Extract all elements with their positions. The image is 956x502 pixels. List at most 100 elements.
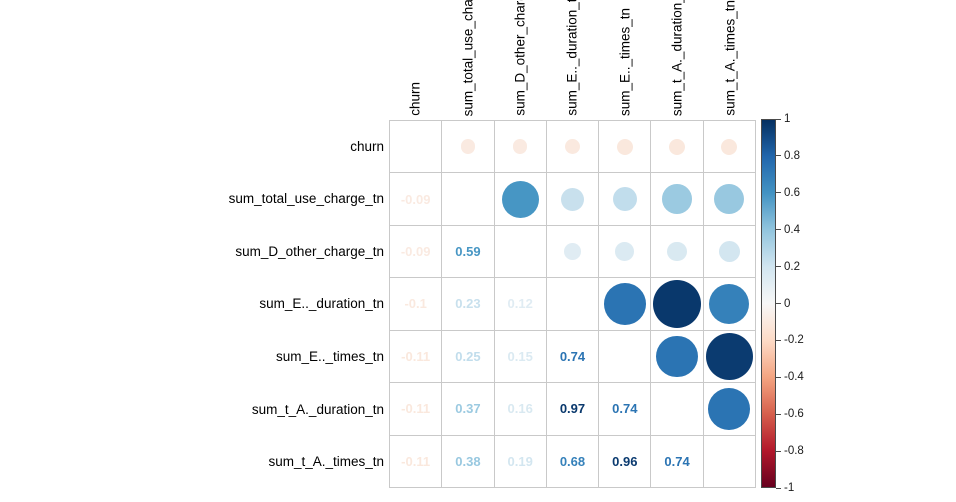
matrix-cell-sum_D_other_charge_tn-sum_t_A._duration_tn	[651, 225, 703, 278]
row-label-sum_E.._times_tn: sum_E.._times_tn	[275, 349, 384, 365]
row-label-sum_t_A._duration_tn: sum_t_A._duration_tn	[251, 401, 384, 417]
column-label-text: sum_E.._times_tn	[617, 7, 633, 116]
colorbar-tick-mark	[776, 303, 781, 304]
colorbar-tick-label: -1	[784, 482, 795, 494]
colorbar-tick-label: 0.8	[784, 149, 800, 162]
matrix-cell-sum_t_A._duration_tn-sum_E.._times_tn: 0.74	[599, 383, 651, 435]
matrix-cell-churn-sum_E.._duration_tn	[546, 121, 599, 173]
colorbar-tick-mark	[776, 487, 781, 489]
colorbar-tick-mark	[776, 266, 781, 268]
correlation-value: 0.97	[559, 401, 586, 417]
colorbar-tick-label: -0.2	[784, 334, 804, 347]
row-label-sum_E.._duration_tn: sum_E.._duration_tn	[259, 296, 384, 312]
correlation-circle	[616, 138, 633, 155]
matrix-cell-sum_t_A._times_tn-sum_D_other_charge_tn: 0.19	[494, 435, 546, 487]
column-label-text: sum_E.._duration_tn	[564, 0, 580, 116]
correlation-value: 0.19	[507, 453, 533, 469]
matrix-cell-sum_E.._times_tn-sum_E.._times_tn	[599, 330, 651, 383]
matrix-cell-churn-sum_total_use_charge_tn	[442, 121, 494, 173]
matrix-cell-sum_E.._duration_tn-sum_D_other_charge_tn: 0.12	[494, 278, 546, 330]
correlation-value: 0.74	[664, 453, 690, 469]
column-label-sum_D_other_charge_tn: sum_D_other_charge_tn	[494, 0, 546, 116]
matrix-cell-sum_total_use_charge_tn-sum_t_A._duration_tn	[651, 173, 703, 225]
matrix-cell-sum_t_A._duration_tn-sum_E.._duration_tn: 0.97	[546, 383, 599, 435]
correlation-circle	[564, 243, 581, 260]
matrix-cell-sum_D_other_charge_tn-sum_E.._times_tn	[599, 225, 651, 278]
correlation-circle	[721, 138, 738, 155]
matrix-cell-sum_t_A._times_tn-churn: -0.11	[390, 435, 442, 487]
correlation-value: 0.74	[612, 401, 638, 417]
colorbar-tick-label: -0.6	[784, 408, 804, 421]
matrix-cell-sum_t_A._duration_tn-sum_total_use_charge_tn: 0.37	[442, 383, 494, 435]
colorbar-tick-mark	[776, 413, 781, 415]
colorbar-tick-mark	[776, 192, 781, 194]
column-label-text: sum_t_A._times_tn	[722, 0, 738, 116]
correlation-circle	[708, 387, 751, 430]
matrix-cell-sum_E.._duration_tn-sum_t_A._duration_tn	[651, 278, 703, 330]
correlation-circle	[653, 280, 701, 328]
correlation-value: -0.11	[401, 453, 431, 469]
matrix-cell-sum_t_A._duration_tn-sum_t_A._times_tn	[703, 383, 755, 435]
correlation-value: 0.12	[507, 296, 533, 312]
correlation-value: 0.38	[455, 453, 481, 469]
correlation-value: 0.23	[455, 296, 481, 312]
correlation-circle	[709, 284, 750, 324]
correlation-value: 0.59	[455, 244, 481, 260]
colorbar-tick-label: -0.8	[784, 445, 804, 458]
colorbar-tick-mark	[776, 229, 781, 231]
matrix-cell-sum_total_use_charge_tn-sum_t_A._times_tn	[703, 173, 755, 225]
matrix-cell-sum_total_use_charge_tn-sum_E.._duration_tn	[546, 173, 599, 225]
correlation-circle	[714, 184, 745, 215]
correlation-value: 0.37	[455, 401, 481, 417]
column-label-sum_t_A._duration_tn: sum_t_A._duration_tn	[651, 0, 703, 116]
matrix-cell-sum_E.._times_tn-sum_t_A._times_tn	[703, 330, 755, 383]
row-label-churn: churn	[350, 138, 384, 154]
colorbar-tick-mark	[776, 450, 781, 452]
colorbar-gradient	[761, 119, 776, 488]
matrix-cell-churn-sum_E.._times_tn	[599, 121, 651, 173]
colorbar-tick-mark	[776, 118, 781, 120]
correlation-circle	[512, 139, 528, 154]
column-label-text: sum_D_other_charge_tn	[512, 0, 528, 116]
correlation-circle	[615, 242, 635, 261]
correlation-circle	[718, 240, 740, 263]
matrix-cell-sum_total_use_charge_tn-sum_total_use_charge_tn	[442, 173, 494, 225]
matrix-cell-sum_D_other_charge_tn-sum_total_use_charge_tn: 0.59	[442, 225, 494, 278]
matrix-cell-churn-sum_D_other_charge_tn	[494, 121, 546, 173]
column-label-sum_t_A._times_tn: sum_t_A._times_tn	[704, 0, 756, 116]
matrix-cell-sum_t_A._times_tn-sum_total_use_charge_tn: 0.38	[442, 435, 494, 487]
matrix-cell-sum_t_A._times_tn-sum_E.._duration_tn: 0.68	[546, 435, 599, 487]
colorbar-tick-label: 0.4	[784, 223, 800, 236]
row-label-sum_t_A._times_tn: sum_t_A._times_tn	[268, 454, 384, 470]
colorbar-tick-mark	[776, 339, 781, 341]
column-label-text: sum_total_use_charge_tn	[460, 0, 476, 116]
matrix-cell-sum_E.._times_tn-sum_total_use_charge_tn: 0.25	[442, 330, 494, 383]
matrix-cell-sum_total_use_charge_tn-sum_E.._times_tn	[599, 173, 651, 225]
matrix-cell-sum_t_A._times_tn-sum_t_A._times_tn	[703, 435, 755, 487]
matrix-cell-sum_E.._duration_tn-sum_t_A._times_tn	[703, 278, 755, 330]
column-label-churn: churn	[389, 0, 441, 116]
matrix-cell-sum_D_other_charge_tn-churn: -0.09	[390, 225, 442, 278]
matrix-cell-sum_t_A._duration_tn-sum_D_other_charge_tn: 0.16	[494, 383, 546, 435]
correlation-circle	[612, 187, 637, 212]
correlation-circle	[669, 138, 686, 155]
matrix-cell-sum_E.._duration_tn-churn: -0.1	[390, 278, 442, 330]
matrix-cell-sum_E.._times_tn-sum_t_A._duration_tn	[651, 330, 703, 383]
row-label-sum_D_other_charge_tn: sum_D_other_charge_tn	[235, 243, 384, 259]
correlation-value: -0.1	[404, 296, 427, 312]
correlation-circle	[564, 139, 581, 155]
matrix-cell-sum_t_A._times_tn-sum_t_A._duration_tn: 0.74	[651, 435, 703, 487]
matrix-cell-sum_D_other_charge_tn-sum_t_A._times_tn	[703, 225, 755, 278]
column-label-text: sum_t_A._duration_tn	[669, 0, 685, 116]
matrix-cell-sum_E.._duration_tn-sum_E.._times_tn	[599, 278, 651, 330]
correlation-grid: -0.09 -0.09 0.59 -0.1 0.23 0.12 -0.11 0.25 0.15 0…	[389, 120, 756, 488]
correlation-value: -0.09	[400, 244, 431, 260]
correlation-value: 0.25	[455, 348, 481, 364]
colorbar-tick-label: 1	[784, 113, 791, 125]
colorbar-tick-mark	[776, 376, 781, 378]
matrix-cell-churn-sum_t_A._duration_tn	[651, 121, 703, 173]
correlation-value: 0.15	[507, 348, 533, 364]
column-label-sum_total_use_charge_tn: sum_total_use_charge_tn	[441, 0, 493, 116]
correlation-circle	[501, 180, 539, 218]
